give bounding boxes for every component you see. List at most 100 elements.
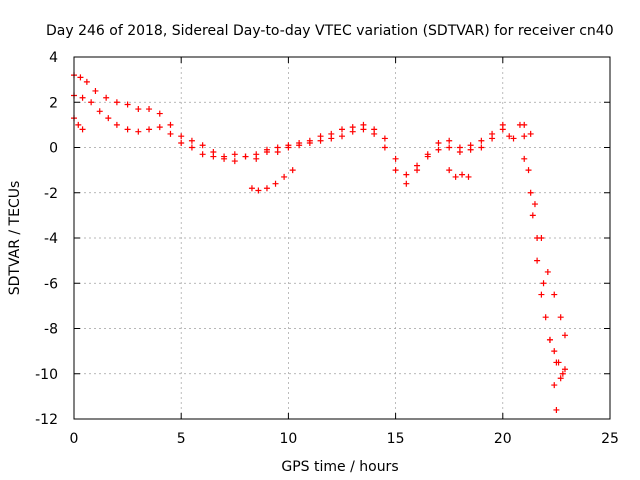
y-tick-label: -6 bbox=[44, 276, 58, 292]
data-point bbox=[156, 124, 163, 131]
data-point bbox=[178, 139, 185, 146]
data-point bbox=[231, 151, 238, 158]
y-tick-label: -10 bbox=[35, 367, 58, 383]
data-point bbox=[328, 135, 335, 142]
grid-lines bbox=[74, 57, 610, 419]
data-point bbox=[525, 167, 532, 174]
y-tick-label: 4 bbox=[49, 50, 58, 66]
data-point bbox=[529, 212, 536, 219]
data-point bbox=[403, 180, 410, 187]
data-point bbox=[521, 155, 528, 162]
data-point bbox=[527, 189, 534, 196]
data-point bbox=[403, 171, 410, 178]
data-point bbox=[538, 291, 545, 298]
data-point bbox=[542, 314, 549, 321]
data-point bbox=[551, 348, 558, 355]
data-point bbox=[531, 201, 538, 208]
data-point bbox=[446, 144, 453, 151]
data-point bbox=[231, 158, 238, 165]
y-tick-label: -4 bbox=[44, 231, 58, 247]
data-point bbox=[381, 144, 388, 151]
y-tick-label: 0 bbox=[49, 141, 58, 157]
data-point bbox=[371, 130, 378, 137]
data-point bbox=[459, 171, 466, 178]
x-axis-label: GPS time / hours bbox=[281, 459, 398, 475]
data-point bbox=[540, 280, 547, 287]
data-point bbox=[296, 142, 303, 149]
data-points bbox=[71, 72, 568, 413]
data-point bbox=[188, 137, 195, 144]
data-point bbox=[456, 149, 463, 156]
x-tick-label: 5 bbox=[177, 431, 186, 447]
data-point bbox=[113, 99, 120, 106]
data-point bbox=[446, 137, 453, 144]
data-point bbox=[199, 142, 206, 149]
data-point bbox=[414, 167, 421, 174]
data-point bbox=[113, 121, 120, 128]
data-point bbox=[272, 180, 279, 187]
data-point bbox=[96, 108, 103, 115]
y-tick-label: 2 bbox=[49, 95, 58, 111]
data-point bbox=[527, 130, 534, 137]
y-tick-label: -2 bbox=[44, 186, 58, 202]
chart-title: Day 246 of 2018, Sidereal Day-to-day VTE… bbox=[46, 23, 614, 39]
y-axis-label: SDTVAR / TECUs bbox=[7, 181, 23, 296]
data-point bbox=[281, 173, 288, 180]
data-point bbox=[306, 139, 313, 146]
data-point bbox=[551, 382, 558, 389]
data-point bbox=[557, 314, 564, 321]
x-tick-label: 0 bbox=[70, 431, 79, 447]
data-point bbox=[285, 144, 292, 151]
data-point bbox=[339, 126, 345, 133]
data-point bbox=[178, 133, 185, 140]
data-point bbox=[221, 155, 228, 162]
data-point bbox=[557, 375, 564, 382]
data-point bbox=[521, 133, 528, 140]
data-point bbox=[248, 185, 255, 192]
data-point bbox=[559, 370, 566, 377]
data-point bbox=[88, 99, 95, 106]
data-point bbox=[83, 78, 90, 85]
data-point bbox=[516, 121, 523, 128]
series-track-h bbox=[531, 201, 568, 339]
data-point bbox=[79, 94, 86, 101]
data-point bbox=[452, 173, 459, 180]
series-track-e bbox=[446, 167, 472, 180]
data-point bbox=[317, 137, 324, 144]
data-point bbox=[446, 167, 453, 174]
data-point bbox=[274, 149, 281, 156]
data-point bbox=[156, 110, 163, 117]
y-tick-label: -12 bbox=[35, 412, 58, 428]
data-point bbox=[392, 167, 399, 174]
data-point bbox=[135, 128, 142, 135]
data-point bbox=[489, 135, 496, 142]
data-point bbox=[339, 133, 345, 140]
data-point bbox=[167, 121, 174, 128]
data-point bbox=[146, 106, 153, 113]
data-point bbox=[435, 146, 442, 153]
x-tick-label: 10 bbox=[279, 431, 297, 447]
data-point bbox=[478, 137, 485, 144]
series-track-a bbox=[71, 72, 513, 178]
data-point bbox=[478, 144, 485, 151]
series-track-i bbox=[553, 359, 568, 382]
data-point bbox=[561, 366, 568, 373]
data-point bbox=[210, 153, 217, 160]
data-point bbox=[77, 74, 84, 81]
series-track-d bbox=[248, 167, 296, 194]
series-track-c bbox=[71, 115, 86, 133]
data-point bbox=[242, 153, 249, 160]
data-point bbox=[534, 257, 541, 264]
data-point bbox=[255, 187, 262, 194]
data-point bbox=[381, 135, 388, 142]
data-point bbox=[92, 87, 99, 94]
data-point bbox=[506, 133, 513, 140]
series-track-b bbox=[71, 92, 534, 187]
data-point bbox=[146, 126, 153, 133]
x-tick-label: 20 bbox=[494, 431, 512, 447]
axis-ticks: 0 5 10 15 20 25 -12 -10 -8 -6 -4 -2 0 2 4 bbox=[35, 50, 619, 447]
data-point bbox=[435, 139, 442, 146]
data-point bbox=[79, 126, 86, 133]
data-point bbox=[188, 144, 195, 151]
data-point bbox=[561, 332, 568, 339]
